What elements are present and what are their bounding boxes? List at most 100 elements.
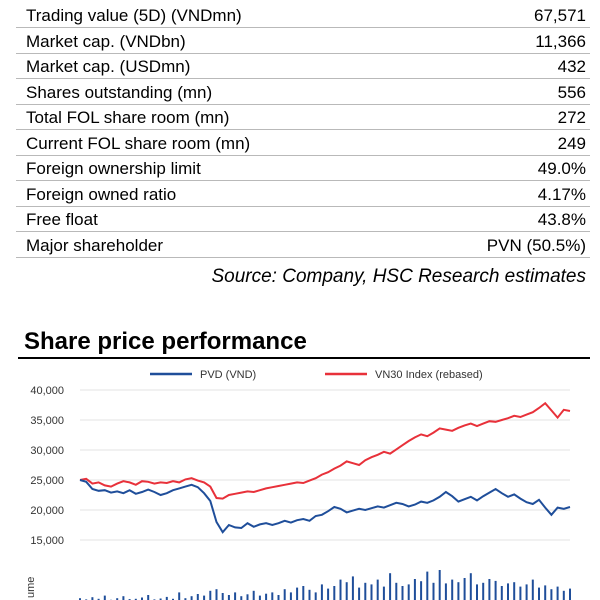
- volume-bar: [221, 593, 224, 600]
- volume-bar: [283, 589, 286, 600]
- volume-bar: [413, 579, 416, 600]
- y-tick-label: 30,000: [30, 445, 64, 457]
- series-line-pvd: [79, 479, 571, 534]
- volume-bar: [333, 586, 336, 600]
- volume-bar: [482, 582, 485, 600]
- volume-bar: [196, 594, 199, 600]
- stat-value: 556: [557, 82, 586, 102]
- volume-bar: [364, 582, 367, 600]
- volume-bar: [389, 573, 392, 600]
- section-divider: [18, 357, 590, 359]
- volume-bar: [339, 579, 342, 600]
- volume-bar: [358, 587, 361, 600]
- volume-bar: [407, 584, 410, 600]
- stat-value: 4.17%: [537, 184, 586, 204]
- share-price-chart: 40,000 35,000 30,000 25,000 20,000 15,000 PVD…: [25, 369, 571, 600]
- volume-bar: [426, 571, 429, 600]
- stat-value: 11,366: [535, 31, 586, 51]
- volume-bar: [203, 595, 206, 600]
- volume-bar: [351, 576, 354, 600]
- volume-bar: [457, 582, 460, 600]
- volume-bar: [525, 584, 528, 600]
- volume-bar: [444, 583, 447, 600]
- volume-bar: [476, 584, 478, 600]
- section-title: Share price performance: [24, 328, 307, 355]
- volume-bar: [227, 595, 230, 600]
- volume-bar: [569, 588, 571, 600]
- volume-bar: [172, 598, 174, 600]
- stat-row: Major shareholder PVN (50.5%): [16, 232, 590, 258]
- volume-bar: [494, 580, 497, 600]
- y-tick-label: 15,000: [30, 535, 64, 547]
- volume-bar: [141, 597, 143, 600]
- volume-bar: [277, 595, 280, 600]
- stat-row: Shares outstanding (mn) 556: [16, 79, 590, 105]
- legend: PVD (VND) VN30 Index (rebased): [150, 369, 483, 381]
- volume-bar: [420, 581, 423, 600]
- series-line-vn30: [79, 401, 571, 500]
- volume-bar: [370, 584, 373, 600]
- gridlines: [80, 389, 570, 541]
- volume-bar: [159, 598, 162, 600]
- stat-label: Free float: [26, 210, 98, 229]
- volume-bar: [550, 589, 553, 600]
- volume-bar: [507, 583, 509, 600]
- stat-value: 272: [557, 108, 586, 127]
- volume-bar: [327, 588, 330, 600]
- stat-value: 249: [557, 133, 586, 153]
- volume-bar: [190, 596, 193, 600]
- volume-bar: [469, 573, 472, 600]
- volume-bar: [178, 592, 181, 600]
- volume-bar: [91, 597, 94, 600]
- volume-bar: [544, 585, 547, 600]
- stat-row: Foreign owned ratio 4.17%: [16, 181, 590, 207]
- volume-bar: [519, 586, 522, 600]
- volume-bar: [395, 582, 398, 600]
- volume-bar: [296, 587, 299, 600]
- stat-value: PVN (50.5%): [486, 235, 586, 255]
- volume-bar: [463, 578, 466, 600]
- volume-bar: [531, 579, 534, 600]
- stat-label: Trading value (5D) (VNDmn): [26, 6, 242, 25]
- volume-bar: [538, 587, 540, 600]
- volume-axis-label: ume: [25, 577, 37, 598]
- stat-value: 49.0%: [537, 159, 586, 178]
- y-tick-label: 25,000: [30, 475, 64, 487]
- volume-bar: [562, 590, 565, 600]
- volume-bar: [314, 592, 317, 600]
- stat-value: 432: [557, 57, 586, 76]
- volume-bar: [488, 579, 491, 600]
- legend-label-pvd: PVD (VND): [200, 369, 256, 381]
- stat-label: Shares outstanding (mn): [26, 82, 213, 102]
- volume-bar: [184, 598, 187, 600]
- volume-bar: [451, 579, 454, 600]
- volume-bar: [103, 595, 106, 600]
- volume-bar: [302, 586, 305, 600]
- volume-bars: [79, 570, 571, 600]
- volume-bar: [246, 594, 249, 600]
- volume-bar: [147, 595, 150, 600]
- volume-bar: [209, 590, 212, 600]
- stat-row: Foreign ownership limit 49.0%: [16, 155, 590, 181]
- volume-bar: [271, 592, 274, 600]
- source-note: Source: Company, HSC Research estimates: [211, 266, 586, 287]
- stat-row: Free float 43.8%: [16, 206, 590, 232]
- stat-label: Current FOL share room (mn): [26, 133, 251, 153]
- volume-bar: [79, 598, 81, 600]
- volume-bar: [556, 586, 559, 600]
- volume-bar: [122, 596, 125, 600]
- volume-bar: [308, 589, 311, 600]
- volume-bar: [500, 586, 503, 600]
- volume-bar: [234, 592, 237, 600]
- stat-label: Foreign owned ratio: [26, 184, 177, 204]
- y-tick-labels: 40,000 35,000 30,000 25,000 20,000 15,000: [30, 385, 64, 547]
- y-tick-label: 20,000: [30, 505, 64, 517]
- volume-bar: [240, 596, 243, 600]
- volume-bar: [401, 586, 404, 600]
- volume-bar: [258, 595, 261, 600]
- stat-value: 67,571: [534, 6, 586, 25]
- volume-bar: [320, 584, 323, 600]
- volume-bar: [376, 579, 379, 600]
- volume-bar: [252, 590, 255, 600]
- stat-label: Market cap. (USDmn): [26, 57, 191, 76]
